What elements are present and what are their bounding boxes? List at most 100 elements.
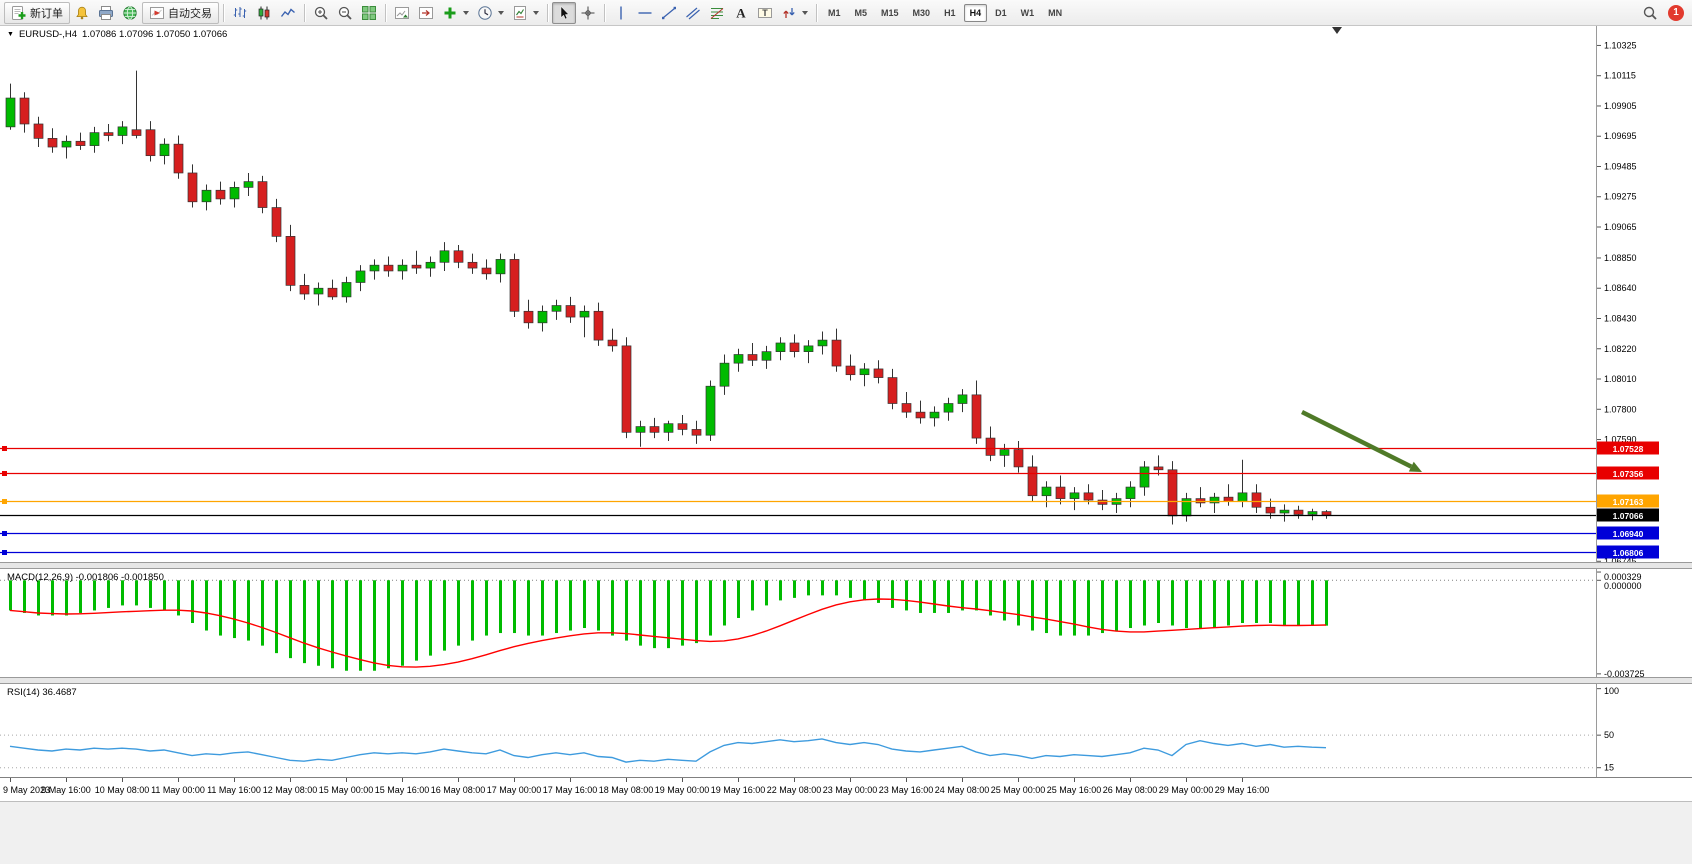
toolbar-separator xyxy=(385,3,386,22)
time-tick xyxy=(122,778,123,782)
time-tick xyxy=(178,778,179,782)
time-axis-label: 23 May 16:00 xyxy=(878,785,934,795)
price-tick: 1.07590 xyxy=(1604,435,1637,445)
chart-shift-button[interactable] xyxy=(414,2,438,24)
zoom-out-button[interactable] xyxy=(333,2,357,24)
notification-badge[interactable]: 1 xyxy=(1668,4,1684,21)
zoom-in-icon xyxy=(313,5,329,21)
time-axis-label: 24 May 08:00 xyxy=(934,785,990,795)
time-axis[interactable]: 9 May 2023 9 May 16:00 10 May 08:00 11 May … xyxy=(0,777,1692,801)
tile-windows-button[interactable] xyxy=(357,2,381,24)
print-preview-icon xyxy=(98,5,114,21)
time-axis-label: 18 May 08:00 xyxy=(598,785,654,795)
time-tick xyxy=(738,778,739,782)
cursor-button[interactable] xyxy=(552,1,576,24)
time-axis-label: 17 May 00:00 xyxy=(486,785,542,795)
dropdown-caret-icon[interactable] xyxy=(533,10,539,15)
time-axis-label: 12 May 08:00 xyxy=(262,785,318,795)
symbol-period-label: EURUSD-,H4 xyxy=(18,29,77,40)
indicators-button[interactable] xyxy=(438,2,473,24)
price-chart-panel[interactable]: 1.10325 1.10115 1.09905 1.09695 1.09485 1.092… xyxy=(0,26,1692,566)
vertical-line-icon xyxy=(613,5,629,21)
toolbar-separator xyxy=(304,3,305,22)
crosshair-button[interactable] xyxy=(576,2,600,24)
trend-arrow-annotation[interactable] xyxy=(1300,409,1422,472)
horizontal-line-button[interactable] xyxy=(633,2,657,24)
price-tick: 1.08430 xyxy=(1604,313,1637,323)
time-tick xyxy=(402,778,403,782)
dropdown-caret-icon[interactable] xyxy=(463,10,469,15)
text-button[interactable]: A xyxy=(729,2,753,24)
search-button[interactable] xyxy=(1638,2,1662,24)
price-tick: 1.08850 xyxy=(1604,253,1637,263)
time-axis-label: 11 May 00:00 xyxy=(151,785,205,795)
equidistant-channel-icon xyxy=(685,5,701,21)
time-axis-label: 19 May 00:00 xyxy=(654,785,710,795)
timeframe-w1-button[interactable]: W1 xyxy=(1020,7,1035,18)
equidistant-channel-button[interactable] xyxy=(681,2,705,24)
candlestick-chart: 1.10325 1.10115 1.09905 1.09695 1.09485 1.092… xyxy=(0,26,1659,566)
time-axis-label: 25 May 00:00 xyxy=(990,785,1046,795)
time-axis-label: 23 May 00:00 xyxy=(822,785,878,795)
periods-button[interactable] xyxy=(473,2,508,24)
dropdown-caret-icon[interactable] xyxy=(498,10,504,15)
search-icon xyxy=(1642,5,1658,21)
time-tick xyxy=(1242,778,1243,782)
new-order-button[interactable]: 新订单 xyxy=(4,1,70,24)
candlestick-chart-icon xyxy=(256,5,272,21)
time-tick xyxy=(626,778,627,782)
fibonacci-icon xyxy=(709,5,725,21)
trendline-icon xyxy=(661,5,677,21)
cursor-icon xyxy=(556,5,572,21)
vertical-line-button[interactable] xyxy=(609,2,633,24)
price-tick: 1.08220 xyxy=(1604,344,1637,354)
timeframe-mn-button[interactable]: MN xyxy=(1048,7,1063,18)
templates-button[interactable] xyxy=(508,2,543,24)
time-axis-label: 15 May 16:00 xyxy=(374,785,430,795)
alerts-button[interactable] xyxy=(70,2,94,24)
timeframe-m30-button[interactable]: M30 xyxy=(912,7,931,18)
chart-shift-icon xyxy=(418,5,434,21)
timeframe-m1-button[interactable]: M1 xyxy=(828,7,841,18)
trendline-button[interactable] xyxy=(657,2,681,24)
panel-splitter[interactable] xyxy=(0,562,1692,569)
text-label-icon: T xyxy=(757,5,773,21)
templates-icon xyxy=(512,5,528,21)
auto-scroll-button[interactable] xyxy=(390,2,414,24)
zoom-out-icon xyxy=(337,5,353,21)
line-chart-button[interactable] xyxy=(276,2,300,24)
text-icon: A xyxy=(733,5,749,21)
auto-trading-icon xyxy=(149,5,165,21)
time-axis-label: 11 May 16:00 xyxy=(207,785,261,795)
time-tick xyxy=(10,778,11,782)
price-tick: 1.09275 xyxy=(1604,192,1637,202)
time-tick xyxy=(682,778,683,782)
auto-trading-button[interactable]: 自动交易 xyxy=(142,1,219,24)
svg-text:T: T xyxy=(762,7,768,17)
bar-chart-button[interactable] xyxy=(228,2,252,24)
time-axis-label: 9 May 16:00 xyxy=(41,785,91,795)
fibonacci-button[interactable] xyxy=(705,2,729,24)
chart-shift-marker[interactable] xyxy=(1332,27,1342,34)
market-watch-button[interactable] xyxy=(118,2,142,24)
panel-splitter[interactable] xyxy=(0,677,1692,684)
timeframe-m5-button[interactable]: M5 xyxy=(854,7,868,18)
price-tick: 1.06745 xyxy=(1604,556,1637,562)
symbol-info: ▼ EURUSD-,H4 1.07086 1.07096 1.07050 1.0… xyxy=(7,29,227,40)
timeframe-d1-button[interactable]: D1 xyxy=(995,7,1007,18)
timeframe-h1-button[interactable]: H1 xyxy=(944,7,956,18)
time-tick xyxy=(1074,778,1075,782)
timeframe-h4-button[interactable]: H4 xyxy=(963,3,988,22)
arrows-button[interactable] xyxy=(777,2,812,24)
print-preview-button[interactable] xyxy=(94,2,118,24)
macd-panel[interactable]: 0.000329 0.000000 -0.003725 MACD(12,26,9) … xyxy=(0,569,1692,679)
text-label-button[interactable]: T xyxy=(753,2,777,24)
dropdown-caret-icon[interactable] xyxy=(802,10,808,15)
time-tick xyxy=(66,778,67,782)
candlestick-chart-button[interactable] xyxy=(252,2,276,24)
zoom-in-button[interactable] xyxy=(309,2,333,24)
price-line-label: 1.07066 xyxy=(1613,511,1644,521)
one-click-trading-icon[interactable]: ▼ xyxy=(7,31,14,38)
rsi-panel[interactable]: 100 50 15 RSI(14) 36.4687 xyxy=(0,684,1692,777)
timeframe-m15-button[interactable]: M15 xyxy=(881,7,899,18)
